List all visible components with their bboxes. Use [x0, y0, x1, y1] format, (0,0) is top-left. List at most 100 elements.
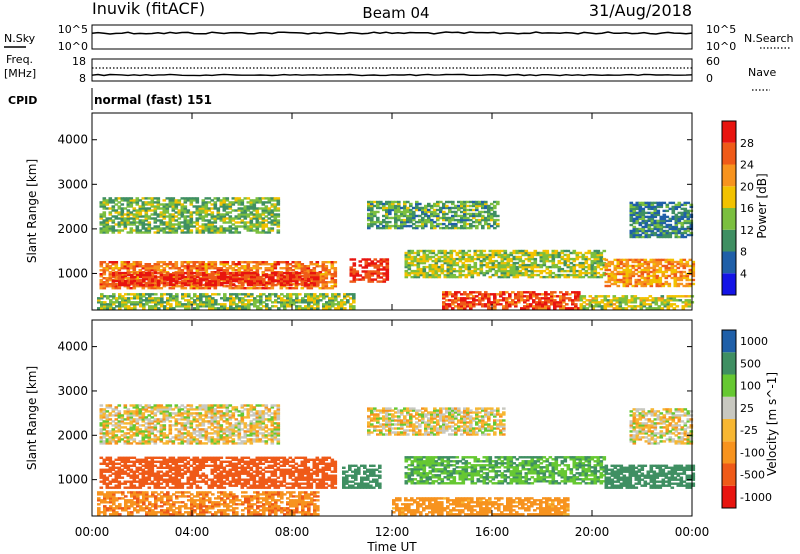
power-echo-cell: [126, 213, 131, 216]
power-echo-cell: [130, 273, 134, 277]
power-echo-cell: [446, 275, 451, 279]
power-echo-cell: [271, 275, 275, 279]
velocity-echo-cell: [129, 484, 134, 487]
power-echo-cell: [666, 299, 671, 302]
power-echo-cell: [560, 269, 565, 273]
power-echo-cell: [355, 270, 360, 273]
power-echo-cell: [228, 207, 233, 210]
velocity-echo-cell: [177, 478, 182, 481]
power-echo-cell: [222, 227, 227, 230]
power-echo-cell: [108, 277, 113, 280]
power-echo-cell: [171, 209, 176, 212]
power-echo-cell: [295, 297, 299, 300]
power-echo-cell: [132, 209, 137, 212]
power-echo-cell: [500, 265, 505, 269]
velocity-echo-cell: [120, 482, 125, 485]
power-echo-cell: [153, 221, 158, 224]
power-echo-cell: [240, 287, 245, 290]
power-echo-cell: [629, 201, 634, 205]
power-echo-cell: [641, 207, 646, 211]
power-echo-cell: [512, 257, 517, 261]
power-echo-cell: [150, 209, 155, 212]
power-echo-cell: [333, 275, 338, 278]
velocity-echo-cell: [144, 476, 149, 479]
power-echo-cell: [259, 297, 263, 300]
power-echo-region: [442, 291, 581, 310]
velocity-echo-cell: [162, 466, 167, 469]
power-echo-cell: [681, 295, 686, 298]
power-echo-cell: [132, 269, 137, 272]
power-echo-cell: [451, 299, 455, 302]
power-echo-cell: [533, 269, 538, 273]
power-echo-cell: [463, 299, 467, 302]
power-echo-cell: [656, 213, 661, 217]
power-echo-cell: [226, 307, 230, 310]
power-echo-cell: [656, 223, 661, 227]
power-echo-cell: [364, 260, 369, 263]
power-echo-cell: [683, 221, 688, 225]
power-echo-cell: [542, 255, 547, 259]
velocity-echo-cell: [135, 486, 140, 489]
power-echo-cell: [644, 219, 649, 223]
power-echo-cell: [249, 269, 254, 272]
power-echo-cell: [300, 265, 305, 268]
power-echo-cell: [536, 253, 541, 257]
power-echo-cell: [379, 268, 384, 271]
power-echo-cell: [198, 215, 203, 218]
power-echo-cell: [199, 297, 203, 300]
power-echo-cell: [223, 275, 227, 279]
power-echo-cell: [428, 249, 433, 253]
freq-unit-label: [MHz]: [4, 67, 36, 80]
power-echo-cell: [521, 259, 526, 263]
power-echo-cell: [473, 251, 478, 255]
power-echo-cell: [397, 210, 401, 214]
power-echo-cell: [177, 285, 182, 288]
power-echo-cell: [186, 229, 191, 232]
power-echo-cell: [410, 259, 415, 263]
power-echo-cell: [379, 262, 384, 265]
power-echo-cell: [153, 227, 158, 230]
power-echo-cell: [117, 221, 122, 224]
power-echo-cell: [321, 283, 326, 286]
power-echo-cell: [541, 301, 545, 304]
power-echo-cell: [258, 201, 263, 204]
power-echo-cell: [316, 303, 320, 306]
power-echo-cell: [639, 307, 644, 310]
power-echo-cell: [259, 301, 263, 304]
power-echo-cell: [133, 293, 137, 296]
power-echo-cell: [443, 275, 448, 279]
power-echo-cell: [249, 223, 254, 226]
power-echo-cell: [159, 277, 164, 280]
power-echo-cell: [607, 276, 612, 280]
power-echo-cell: [542, 263, 547, 267]
power-echo-cell: [285, 267, 290, 270]
power-echo-cell: [618, 299, 623, 302]
power-echo-cell: [673, 268, 678, 272]
power-echo-cell: [196, 303, 200, 306]
power-echo-cell: [629, 203, 634, 207]
power-echo-cell: [683, 207, 688, 211]
power-echo-cell: [258, 267, 263, 270]
power-echo-cell: [647, 215, 652, 219]
power-echo-cell: [385, 278, 390, 281]
power-echo-cell: [400, 218, 404, 222]
power-echo-cell: [451, 301, 455, 304]
power-echo-cell: [385, 202, 389, 206]
power-echo-cell: [683, 209, 688, 213]
power-echo-cell: [180, 263, 185, 266]
power-echo-cell: [264, 209, 269, 212]
power-echo-cell: [276, 199, 281, 202]
power-echo-cell: [409, 218, 413, 222]
power-echo-cell: [404, 265, 409, 269]
power-echo-cell: [162, 205, 167, 208]
power-echo-cell: [469, 222, 473, 226]
power-echo-cell: [195, 207, 200, 210]
power-echo-cell: [470, 269, 475, 273]
power-echo-cell: [145, 299, 149, 302]
power-echo-cell: [199, 299, 203, 302]
power-echo-cell: [491, 249, 496, 253]
power-echo-cell: [247, 283, 251, 287]
power-echo-cell: [460, 206, 464, 210]
power-echo-cell: [145, 297, 149, 300]
power-echo-cell: [527, 269, 532, 273]
